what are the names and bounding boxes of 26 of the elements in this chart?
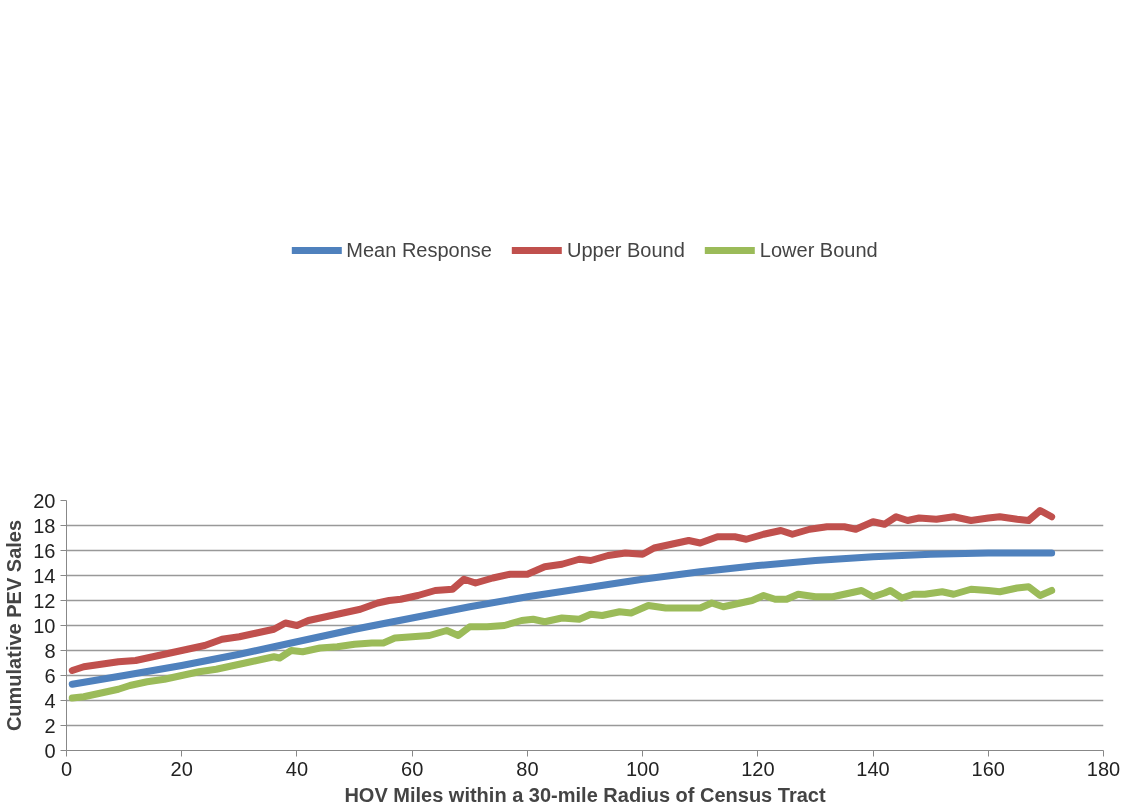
y-tick-label: 6 [44, 664, 56, 687]
x-tick-label: 100 [625, 757, 660, 780]
y-tick-label: 2 [44, 714, 56, 737]
x-tick-label: 120 [741, 757, 775, 780]
x-tick-label: 20 [170, 757, 193, 780]
y-tick-label: 0 [44, 739, 56, 762]
x-tick-label: 0 [60, 757, 73, 780]
legend-label: Mean Response [346, 238, 492, 262]
x-tick-label: 60 [401, 757, 424, 780]
legend-label: Lower Bound [759, 238, 878, 262]
x-tick-label: 140 [856, 757, 890, 780]
x-axis-title: HOV Miles within a 30-mile Radius of Census Tract [344, 783, 826, 806]
y-tick-label: 20 [33, 489, 56, 512]
x-tick-label: 80 [516, 757, 539, 780]
y-tick-label: 14 [33, 564, 56, 587]
y-tick-label: 12 [33, 589, 56, 612]
x-tick-label: 160 [971, 757, 1005, 780]
y-axis-title: Cumulative PEV Sales [3, 519, 26, 732]
y-tick-label: 8 [44, 639, 56, 662]
y-tick-label: 18 [33, 514, 56, 537]
legend-label: Upper Bound [566, 238, 685, 262]
y-tick-label: 10 [33, 614, 56, 637]
y-tick-label: 16 [33, 539, 56, 562]
x-tick-label: 180 [1086, 757, 1121, 780]
y-tick-label: 4 [44, 689, 56, 712]
x-tick-label: 40 [285, 757, 309, 780]
